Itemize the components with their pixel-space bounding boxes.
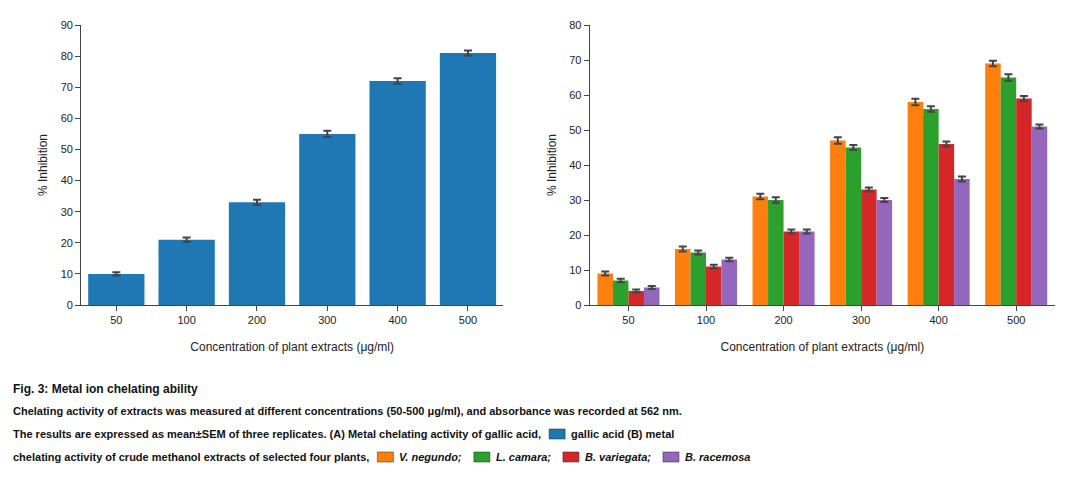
svg-text:B. racemosa: B. racemosa: [685, 451, 750, 463]
svg-text:L. camara;: L. camara;: [496, 451, 551, 463]
svg-text:% Inhibition: % Inhibition: [36, 134, 50, 196]
svg-text:200: 200: [248, 314, 266, 326]
svg-text:100: 100: [697, 314, 715, 326]
svg-text:Concentration of plant extract: Concentration of plant extracts (μg/ml): [720, 340, 924, 354]
svg-text:70: 70: [61, 81, 73, 93]
svg-text:50: 50: [569, 124, 581, 136]
svg-text:500: 500: [1007, 314, 1025, 326]
svg-text:30: 30: [569, 194, 581, 206]
svg-text:The results are expressed as m: The results are expressed as mean±SEM of…: [13, 428, 541, 440]
svg-text:10: 10: [61, 268, 73, 280]
svg-text:Chelating activity of extracts: Chelating activity of extracts was measu…: [13, 405, 682, 417]
svg-text:400: 400: [929, 314, 947, 326]
svg-text:0: 0: [67, 299, 73, 311]
svg-text:Concentration of plant extract: Concentration of plant extracts (μg/ml): [190, 340, 394, 354]
svg-text:20: 20: [569, 229, 581, 241]
svg-text:100: 100: [177, 314, 195, 326]
svg-text:300: 300: [852, 314, 870, 326]
svg-text:400: 400: [388, 314, 406, 326]
svg-text:% Inhibition: % Inhibition: [545, 134, 559, 196]
svg-text:40: 40: [61, 174, 73, 186]
svg-text:500: 500: [459, 314, 477, 326]
svg-text:60: 60: [569, 89, 581, 101]
svg-text:30: 30: [61, 206, 73, 218]
svg-text:B. variegata;: B. variegata;: [585, 451, 651, 463]
svg-text:50: 50: [110, 314, 122, 326]
svg-text:50: 50: [61, 143, 73, 155]
svg-text:10: 10: [569, 264, 581, 276]
svg-text:40: 40: [569, 159, 581, 171]
svg-text:0: 0: [575, 299, 581, 311]
svg-text:70: 70: [569, 54, 581, 66]
svg-text:60: 60: [61, 112, 73, 124]
svg-text:50: 50: [622, 314, 634, 326]
svg-text:chelating activity of crude me: chelating activity of crude methanol ext…: [13, 451, 369, 463]
svg-text:80: 80: [569, 19, 581, 31]
svg-text:90: 90: [61, 19, 73, 31]
svg-text:200: 200: [774, 314, 792, 326]
svg-text:Fig. 3: Metal ion chelating ab: Fig. 3: Metal ion chelating ability: [13, 382, 198, 396]
svg-text:V. negundo;: V. negundo;: [399, 451, 462, 463]
svg-text:80: 80: [61, 50, 73, 62]
svg-text:gallic acid (B) metal: gallic acid (B) metal: [571, 428, 674, 440]
svg-text:20: 20: [61, 237, 73, 249]
svg-text:300: 300: [318, 314, 336, 326]
